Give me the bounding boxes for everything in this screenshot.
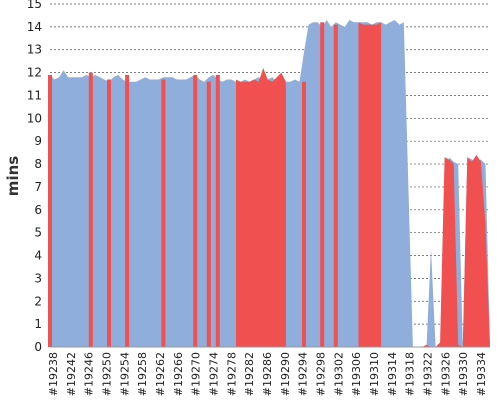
plot-area [48,20,490,348]
failed-build-bar [193,74,198,348]
failed-builds-area [236,68,286,347]
y-tick-label: 0 [34,340,42,354]
x-tick-label: #19246 [83,352,96,396]
x-tick-label: #19298 [315,352,328,396]
x-tick-label: #19262 [154,352,167,396]
y-tick-label: 5 [34,226,42,240]
x-tick-label: #19270 [190,352,203,396]
y-tick-label: 10 [27,111,42,125]
x-tick-label: #19274 [208,352,221,396]
x-tick-label: #19326 [439,352,452,396]
x-tick-label: #19294 [297,352,310,396]
x-tick-label: #19258 [136,352,149,396]
x-tick-label: #19318 [404,352,417,396]
x-tick-label: #19290 [279,352,292,396]
x-tick-label: #19322 [422,352,435,396]
x-tick-label: #19282 [243,352,256,396]
failed-build-bar [215,74,220,348]
failed-build-bar [125,74,130,348]
y-tick-label: 9 [34,134,42,148]
failed-build-bar [320,22,325,348]
x-tick-label: #19286 [261,352,274,396]
x-tick-label: #19314 [386,352,399,396]
y-tick-label: 1 [34,317,42,331]
x-tick-label: #19242 [65,352,78,396]
y-tick-label: 14 [27,20,42,34]
failed-build-bar [161,79,166,347]
y-tick-label: 6 [34,203,42,217]
y-tick-label: 12 [27,66,42,80]
y-tick-label: 2 [34,294,42,308]
failed-build-bar [88,72,93,347]
x-tick-label: #19306 [350,352,363,396]
y-tick-label: 11 [27,88,42,102]
failed-build-bar [48,74,52,348]
x-tick-label: #19330 [457,352,470,396]
y-tick-label: 3 [34,271,42,285]
y-tick-label: 4 [34,249,42,263]
x-tick-label: #19278 [225,352,238,396]
y-tick-label: 7 [34,180,42,194]
y-axis-label: mins [4,156,22,196]
failed-builds-area [408,154,490,347]
failed-build-bar [302,81,306,347]
x-tick-label: #19334 [475,352,488,396]
failed-build-bar [206,81,211,347]
failed-build-bar [107,79,111,347]
y-tick-label: 15 [27,0,42,11]
y-tick-label: 8 [34,157,42,171]
failed-builds-area [358,22,382,348]
y-tick-label: 13 [27,43,42,57]
x-tick-label: #19250 [101,352,114,396]
failed-build-bar [333,24,338,347]
x-tick-label: #19254 [118,352,131,396]
x-tick-label: #19310 [368,352,381,396]
x-tick-label: #19266 [172,352,185,396]
x-tick-label: #19302 [332,352,345,396]
x-tick-label: #19238 [47,352,60,396]
